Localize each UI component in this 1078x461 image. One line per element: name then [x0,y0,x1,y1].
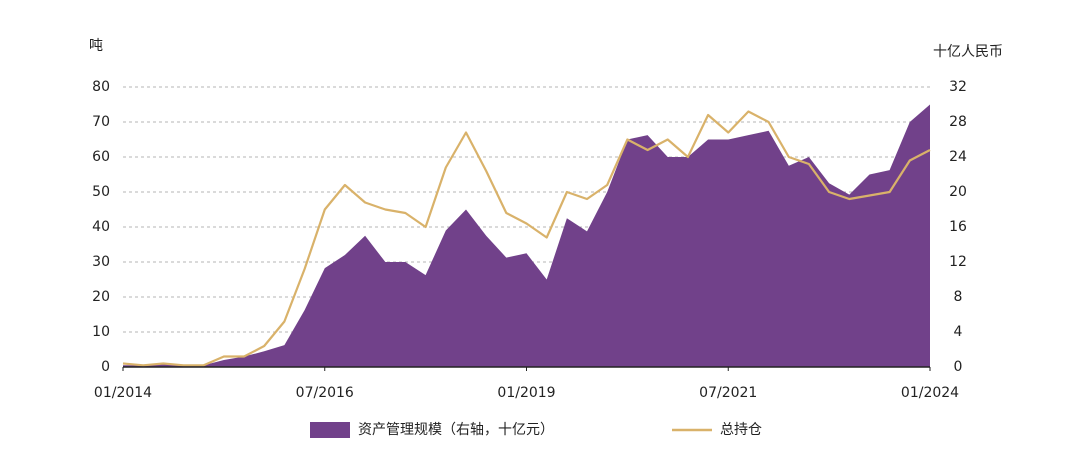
y2-tick-label: 12 [949,254,967,270]
y-tick-label: 30 [92,254,110,270]
y2-axis-label: 十亿人民币 [933,44,1003,60]
y-tick-label: 20 [92,289,110,305]
x-tick-label: 07/2016 [296,385,354,401]
x-tick-label: 01/2019 [497,385,555,401]
plot [122,104,931,367]
y-tick-label: 70 [92,114,110,130]
y2-tick-label: 20 [949,184,967,200]
legend-label: 资产管理规模（右轴，十亿元） [358,422,554,438]
area [123,104,930,367]
line [122,110,931,367]
y-tick-label: 80 [92,79,110,95]
y-tick-label: 50 [92,184,110,200]
y2-tick-label: 4 [954,324,963,340]
x-tick-label: 01/2014 [94,385,152,401]
y-tick-label: 40 [92,219,110,235]
y2-tick-label: 8 [954,289,963,305]
x-tick-label: 01/2024 [901,385,959,401]
y2-tick-label: 24 [949,149,967,165]
y2-tick-label: 0 [954,359,963,375]
legend-swatch [310,422,350,438]
y2-tick-label: 32 [949,79,967,95]
y-tick-label: 60 [92,149,110,165]
x-tick-label: 07/2021 [699,385,757,401]
y2-tick-label: 16 [949,219,967,235]
y-tick-label: 0 [101,359,110,375]
y2-tick-label: 28 [949,114,967,130]
legend-label: 总持仓 [720,422,762,438]
y-axis-label: 吨 [89,38,103,54]
y-tick-label: 10 [92,324,110,340]
